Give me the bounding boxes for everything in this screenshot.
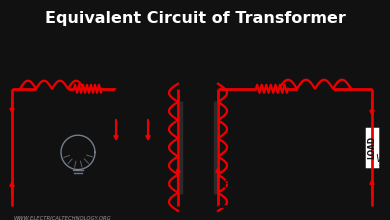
- Text: Z₂: Z₂: [289, 56, 300, 66]
- Text: Ideal
Transformer: Ideal Transformer: [173, 47, 223, 67]
- Text: Iₚ: Iₚ: [145, 108, 151, 117]
- Text: LOAD: LOAD: [367, 136, 376, 159]
- Text: X₀: X₀: [153, 143, 162, 152]
- Text: I₂: I₂: [281, 102, 287, 111]
- Text: R₀: R₀: [112, 143, 121, 152]
- Text: R₂: R₂: [267, 72, 277, 81]
- Text: R₁: R₁: [83, 72, 93, 81]
- Text: X₂: X₂: [310, 72, 320, 81]
- Text: E₁: E₁: [160, 180, 170, 190]
- Text: WWW.ELECTRICALTECHNOLOGY.ORG: WWW.ELECTRICALTECHNOLOGY.ORG: [14, 216, 112, 220]
- Text: E₂: E₂: [224, 180, 234, 190]
- Text: Iₘ: Iₘ: [118, 108, 125, 117]
- Text: Equivalent Circuit of Transformer: Equivalent Circuit of Transformer: [44, 11, 346, 26]
- Text: I₁: I₁: [51, 102, 57, 111]
- FancyBboxPatch shape: [364, 126, 380, 169]
- Text: V₁: V₁: [0, 147, 9, 157]
- Text: Z₁: Z₁: [64, 56, 74, 66]
- Text: V₂: V₂: [375, 154, 385, 164]
- Text: I₂’: I₂’: [128, 102, 136, 111]
- Text: X₁: X₁: [47, 72, 57, 81]
